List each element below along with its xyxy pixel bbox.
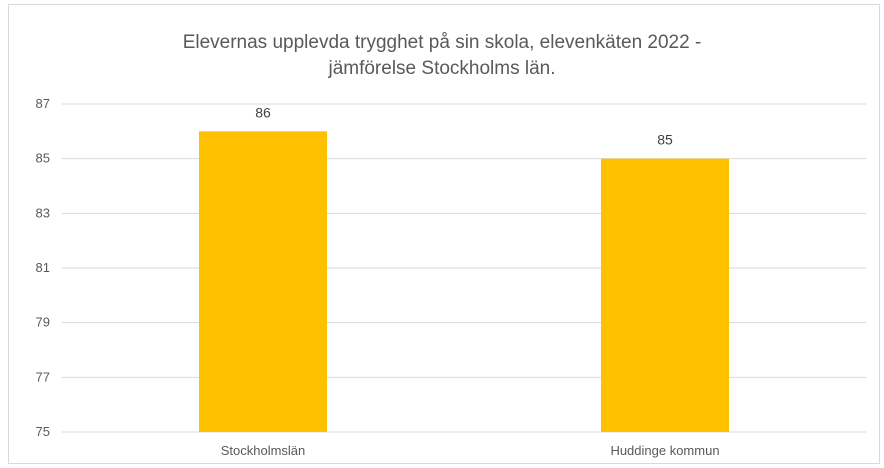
y-tick-label: 79 (36, 315, 50, 330)
y-tick-label: 75 (36, 424, 50, 439)
y-tick-label: 83 (36, 205, 50, 220)
data-label: 86 (255, 104, 271, 120)
data-label: 85 (657, 132, 673, 148)
category-label: Huddinge kommun (610, 443, 719, 458)
data-labels: 86 85 (255, 104, 673, 147)
bar-2 (601, 158, 729, 432)
category-labels: Stockholmslän Huddinge kommun (221, 443, 720, 458)
bar-1 (199, 131, 327, 433)
y-tick-label: 87 (36, 96, 50, 111)
category-label: Stockholmslän (221, 443, 306, 458)
y-tick-label: 77 (36, 369, 50, 384)
y-tick-label: 85 (36, 151, 50, 166)
gridlines (62, 103, 866, 433)
chart-frame (8, 4, 880, 464)
bars (199, 131, 729, 433)
chart-title: Elevernas upplevda trygghet på sin skola… (182, 32, 702, 79)
y-tick-label: 81 (36, 260, 50, 275)
y-axis-ticks: 75 77 79 81 83 85 87 (36, 96, 50, 439)
